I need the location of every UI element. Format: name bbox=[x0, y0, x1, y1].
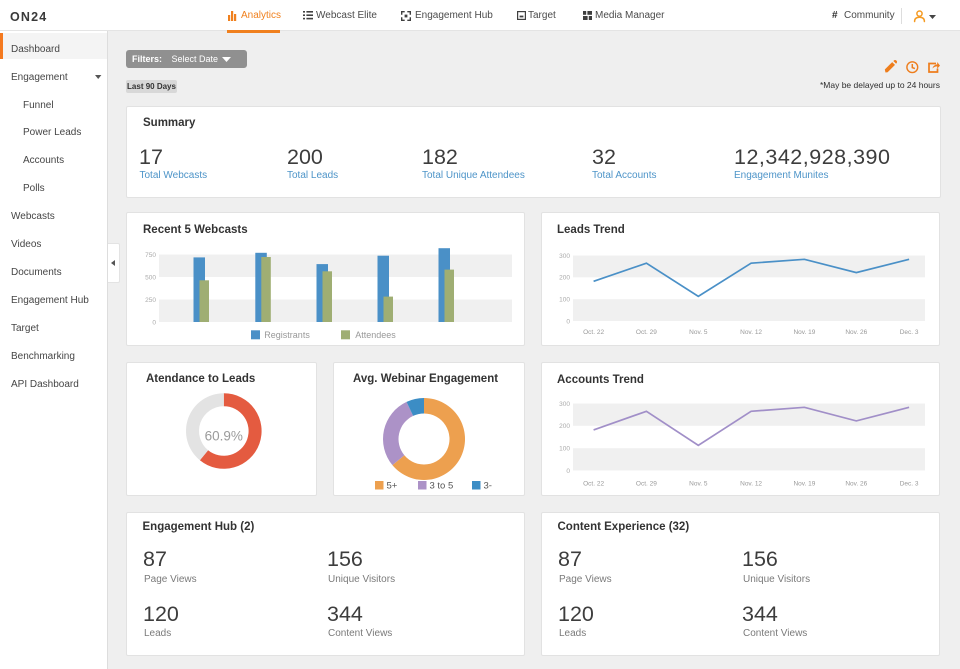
svg-text:0: 0 bbox=[566, 468, 570, 475]
svg-text:Nov. 12: Nov. 12 bbox=[740, 329, 762, 336]
svg-text:Dec. 3: Dec. 3 bbox=[900, 329, 919, 336]
svg-text:3 to 5: 3 to 5 bbox=[430, 481, 454, 492]
svg-text:5+: 5+ bbox=[387, 481, 398, 492]
svg-text:Attendees: Attendees bbox=[355, 330, 396, 340]
svg-text:Oct. 22: Oct. 22 bbox=[583, 329, 604, 336]
svg-text:Nov. 26: Nov. 26 bbox=[845, 329, 867, 336]
svg-text:Nov. 5: Nov. 5 bbox=[689, 329, 708, 336]
svg-text:Nov. 5: Nov. 5 bbox=[689, 481, 708, 488]
svg-text:Nov. 12: Nov. 12 bbox=[740, 481, 762, 488]
svg-text:100: 100 bbox=[559, 297, 570, 304]
svg-text:Dec. 3: Dec. 3 bbox=[900, 481, 919, 488]
svg-text:200: 200 bbox=[559, 275, 570, 282]
svg-text:3-: 3- bbox=[484, 481, 492, 492]
svg-text:500: 500 bbox=[145, 274, 156, 281]
svg-text:750: 750 bbox=[145, 252, 156, 259]
svg-text:Nov. 19: Nov. 19 bbox=[793, 329, 815, 336]
svg-text:250: 250 bbox=[145, 297, 156, 304]
svg-text:Nov. 19: Nov. 19 bbox=[793, 481, 815, 488]
svg-text:200: 200 bbox=[559, 423, 570, 430]
svg-text:300: 300 bbox=[559, 253, 570, 260]
svg-text:Oct. 22: Oct. 22 bbox=[583, 481, 604, 488]
svg-text:Oct. 29: Oct. 29 bbox=[636, 329, 657, 336]
svg-text:60.9%: 60.9% bbox=[205, 428, 243, 443]
svg-text:0: 0 bbox=[152, 319, 156, 326]
svg-text:300: 300 bbox=[559, 401, 570, 408]
svg-text:100: 100 bbox=[559, 446, 570, 453]
svg-text:0: 0 bbox=[566, 318, 570, 325]
svg-text:Nov. 26: Nov. 26 bbox=[845, 481, 867, 488]
svg-text:Oct. 29: Oct. 29 bbox=[636, 481, 657, 488]
svg-text:Registrants: Registrants bbox=[264, 330, 310, 340]
